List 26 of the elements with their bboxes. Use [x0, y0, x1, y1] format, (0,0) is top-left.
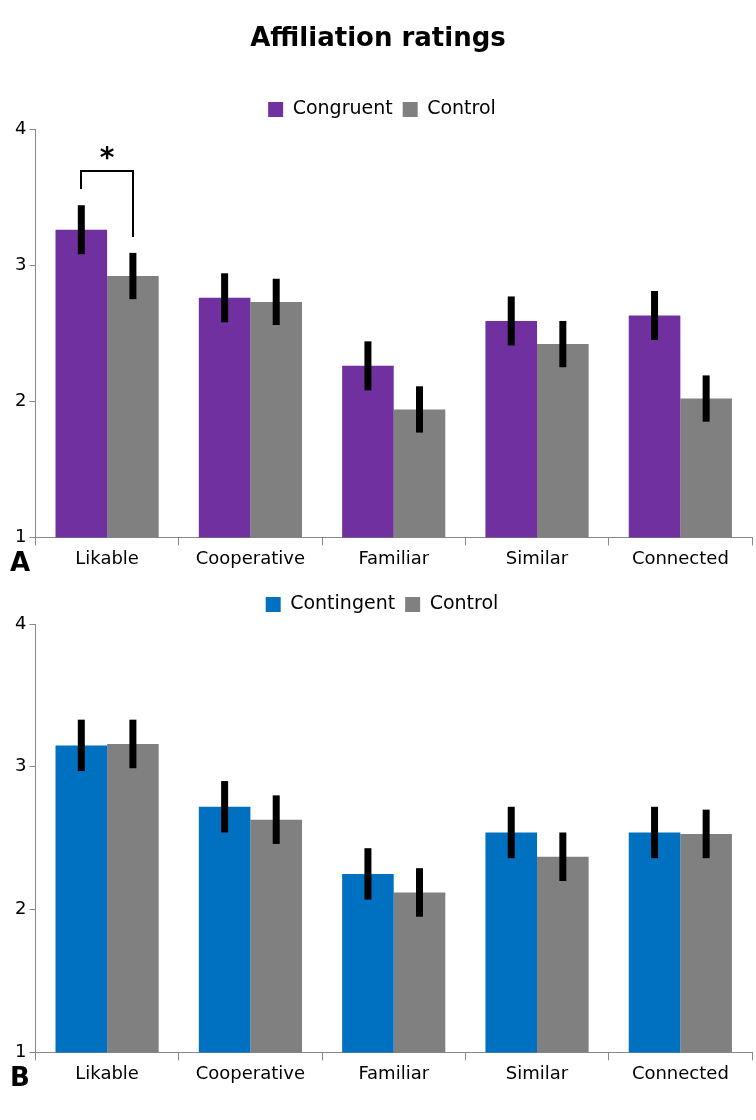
x-tick-label: Similar	[505, 546, 569, 568]
x-tick-label: Connected	[631, 1061, 729, 1083]
x-tick-label: Connected	[631, 546, 729, 568]
x-tick-label: Cooperative	[195, 1061, 306, 1083]
chart-title: Affiliation ratings	[249, 21, 507, 54]
legend-label: Control	[429, 591, 499, 614]
y-tick-label: 3	[15, 252, 27, 274]
y-tick-label: 3	[15, 754, 27, 776]
y-tick-label: 1	[15, 525, 27, 547]
x-tick-label: Likable	[75, 1061, 139, 1083]
y-tick-label: 4	[15, 611, 27, 633]
x-tick-label: Likable	[75, 546, 139, 568]
y-tick-label: 4	[15, 116, 27, 138]
y-tick-label: 2	[15, 897, 27, 919]
x-tick-label: Cooperative	[195, 546, 306, 568]
text: B	[10, 1062, 30, 1092]
y-tick-label: 1	[15, 1040, 27, 1062]
annotation: *	[99, 141, 115, 175]
text: A	[10, 547, 31, 577]
legend-label: Congruent	[292, 96, 393, 119]
legend-label: Control	[427, 96, 496, 119]
x-tick-label: Familiar	[358, 1061, 430, 1083]
x-tick-label: Familiar	[358, 546, 430, 568]
legend-label: Contingent	[290, 591, 396, 614]
x-tick-label: Similar	[505, 1061, 569, 1083]
y-tick-label: 2	[15, 388, 27, 410]
